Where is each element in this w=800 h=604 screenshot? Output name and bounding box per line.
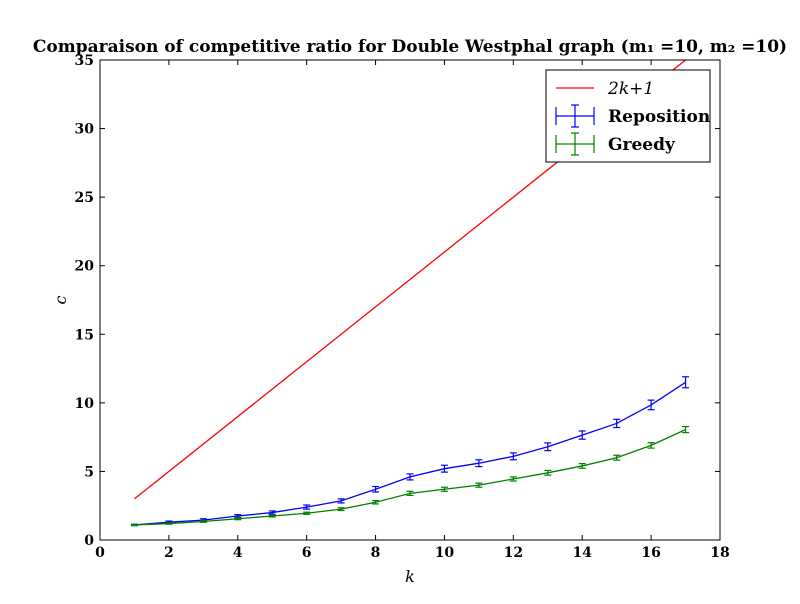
x-tick-label-8: 16 — [641, 545, 660, 561]
error-bar-greedy-12 — [544, 469, 552, 476]
series-reposition — [130, 376, 690, 527]
error-bar-greedy-0 — [130, 523, 138, 527]
error-bar-reposition-7 — [372, 485, 380, 493]
error-bar-reposition-8 — [406, 473, 414, 481]
y-tick-label-5: 25 — [75, 190, 94, 206]
error-bar-reposition-5 — [303, 504, 311, 510]
error-bar-reposition-11 — [509, 452, 517, 461]
error-bar-greedy-10 — [475, 482, 483, 488]
error-bar-greedy-11 — [509, 476, 517, 482]
y-tick-label-0: 0 — [84, 533, 94, 549]
y-tick-label-2: 10 — [75, 396, 95, 412]
error-bar-reposition-9 — [440, 464, 448, 473]
y-tick-label-6: 30 — [75, 122, 95, 138]
legend-label-reposition: Reposition — [608, 107, 710, 127]
error-bar-reposition-6 — [337, 498, 345, 504]
y-tick-label-7: 35 — [75, 53, 94, 69]
legend-item-greedy: Greedy — [555, 132, 676, 156]
chart-title: Comparaison of competitive ratio for Dou… — [33, 37, 787, 57]
error-bar-greedy-9 — [440, 486, 448, 492]
series-line-reposition — [134, 381, 686, 526]
error-bar-greedy-6 — [337, 507, 345, 512]
error-bar-greedy-14 — [613, 454, 621, 461]
error-bar-greedy-5 — [303, 511, 311, 515]
error-bar-greedy-16 — [682, 425, 690, 434]
error-bar-greedy-3 — [234, 517, 242, 521]
x-tick-label-7: 14 — [572, 545, 592, 561]
y-tick-label-1: 5 — [84, 464, 94, 480]
x-tick-label-4: 8 — [371, 545, 381, 561]
x-tick-label-9: 18 — [710, 545, 729, 561]
error-bar-reposition-4 — [268, 510, 276, 515]
error-bar-greedy-7 — [372, 500, 380, 505]
error-bar-reposition-16 — [682, 376, 690, 389]
x-tick-label-5: 10 — [435, 545, 455, 561]
series-greedy — [130, 425, 690, 527]
y-tick-label-3: 15 — [75, 327, 94, 343]
x-tick-label-6: 12 — [504, 545, 523, 561]
x-axis-label: k — [405, 567, 415, 586]
y-tick-label-4: 20 — [75, 259, 95, 275]
x-tick-label-1: 2 — [164, 545, 174, 561]
error-bar-greedy-15 — [647, 442, 655, 449]
error-bar-greedy-2 — [199, 520, 207, 523]
x-tick-label-2: 4 — [233, 545, 243, 561]
legend-label-greedy: Greedy — [608, 135, 676, 155]
y-axis-label: c — [51, 295, 70, 304]
error-bar-greedy-13 — [578, 463, 586, 469]
error-bar-greedy-8 — [406, 490, 414, 497]
error-bar-greedy-4 — [268, 514, 276, 518]
ticks-layer: 0 2 4 6 8 10 12 14 16 18 0 5 10 15 20 25 30 35 — [75, 53, 730, 561]
error-bar-reposition-10 — [475, 459, 483, 468]
error-bar-reposition-14 — [613, 418, 621, 429]
x-tick-label-0: 0 — [95, 545, 105, 561]
error-bar-greedy-1 — [165, 522, 173, 525]
error-bar-reposition-15 — [647, 399, 655, 411]
error-bar-reposition-12 — [544, 442, 552, 452]
legend-label-2k-1: 2k+1 — [607, 79, 654, 99]
error-bar-reposition-13 — [578, 430, 586, 440]
legend-item-reposition: Reposition — [555, 104, 710, 128]
x-tick-label-3: 6 — [302, 545, 312, 561]
legend: 2k+1 Reposition Greedy — [545, 69, 711, 163]
legend-item-2k-1: 2k+1 — [556, 79, 654, 99]
plot-frame — [99, 59, 721, 541]
